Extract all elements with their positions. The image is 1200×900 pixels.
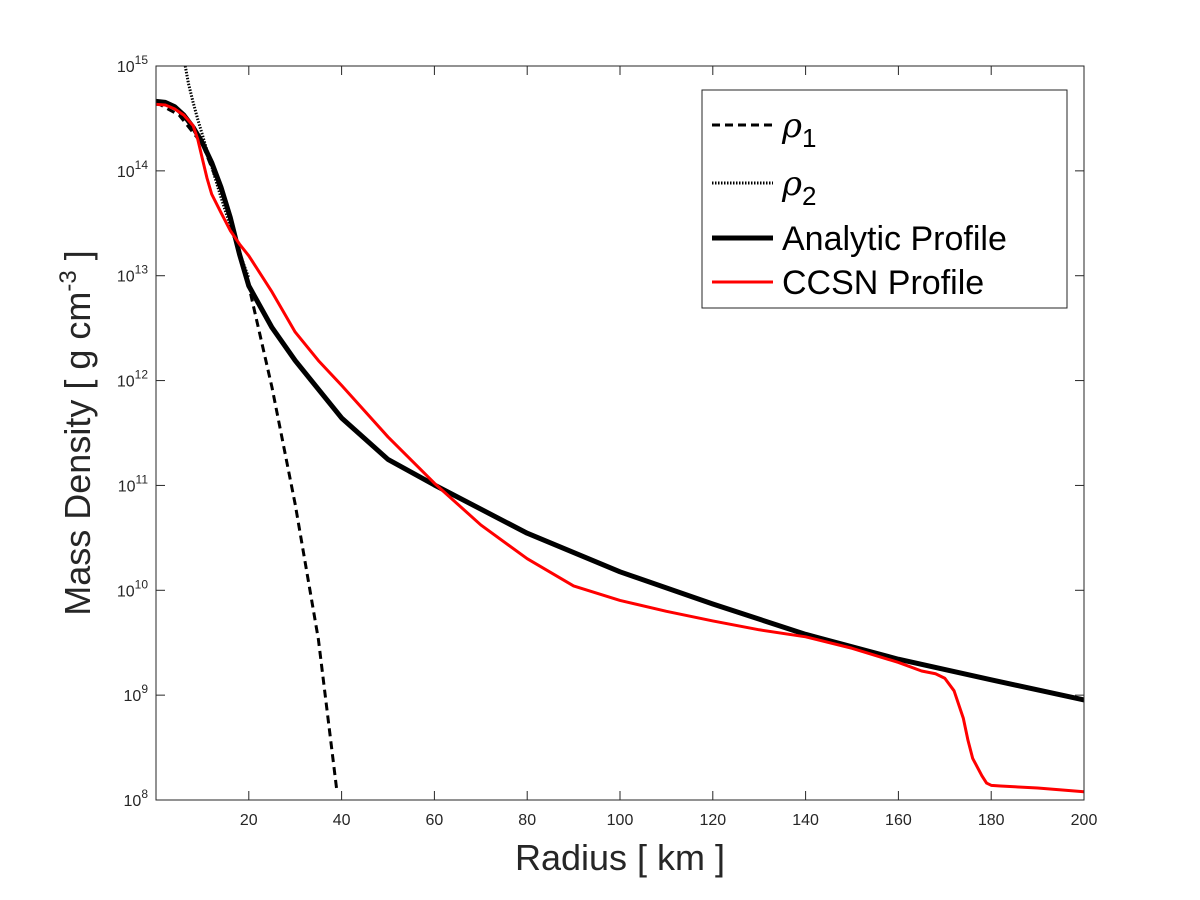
legend-entry-analytic: Analytic Profile <box>712 220 1007 258</box>
ticks-layer: 20 40 60 80 100 120 140 160 180 200 108 109 1010 1011… <box>117 53 1098 829</box>
legend-entry-ccsn: CCSN Profile <box>712 264 984 302</box>
legend-label-ccsn: CCSN Profile <box>782 264 984 302</box>
legend-box <box>701 89 1068 309</box>
legend-entry-rho2: ρ2 <box>712 164 816 211</box>
legend-label-rho2: ρ2 <box>781 164 816 211</box>
x-tick-label: 200 <box>1071 812 1098 829</box>
x-tick-label: 120 <box>699 812 726 829</box>
y-axis-title: Mass Density [ g cm-3 ] <box>55 250 98 615</box>
y-tick-label: 1010 <box>117 577 148 600</box>
y-axis-title-superscript: -3 <box>55 270 82 291</box>
y-tick-label: 1014 <box>117 158 148 181</box>
y-tick-label: 1012 <box>117 368 148 391</box>
x-tick-label: 100 <box>607 812 634 829</box>
y-tick-label: 1015 <box>117 53 148 76</box>
legend-entry-rho1: ρ1 <box>712 106 816 153</box>
x-tick-label: 20 <box>240 812 258 829</box>
y-tick-label: 109 <box>124 682 149 705</box>
x-tick-label: 140 <box>792 812 819 829</box>
y-tick-label: 1013 <box>117 263 148 286</box>
legend-label-rho1: ρ1 <box>781 106 816 153</box>
y-tick-label: 1011 <box>118 472 149 495</box>
x-tick-label: 160 <box>885 812 912 829</box>
series-layer <box>156 66 1084 794</box>
legend-label-analytic: Analytic Profile <box>782 220 1007 258</box>
x-axis-title: Radius [ km ] <box>515 837 725 878</box>
x-tick-label: 180 <box>978 812 1005 829</box>
legend: ρ1 ρ2 Analytic Profile CCSN Profile <box>701 89 1068 309</box>
series-ccsn-line <box>156 102 1084 794</box>
x-tick-label: 60 <box>426 812 444 829</box>
y-axis-title-end: ] <box>57 250 98 270</box>
y-tick-label: 108 <box>124 787 149 810</box>
y-axis-title-main: Mass Density [ g cm <box>57 292 98 616</box>
x-tick-label: 40 <box>333 812 351 829</box>
x-tick-label: 80 <box>518 812 536 829</box>
